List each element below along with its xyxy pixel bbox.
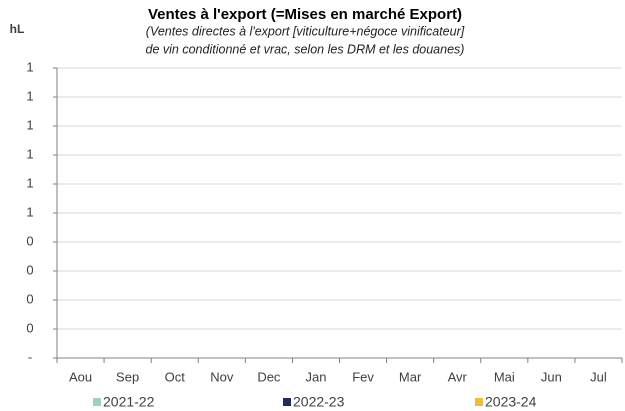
legend-swatch [93,398,101,406]
x-tick-label: Avr [448,369,468,384]
y-axis-label: hL [10,22,25,36]
y-tick-label: 0 [26,262,33,277]
y-tick-label: 1 [26,175,33,190]
chart-subtitle: (Ventes directes à l'export [viticulture… [146,24,465,38]
y-tick-label: 1 [26,204,33,219]
chart-title: Ventes à l'export (=Mises en marché Expo… [148,6,462,23]
legend-swatch [475,398,483,406]
x-tick-label: Mar [399,369,422,384]
x-tick-label: Jun [541,369,562,384]
y-tick-label: - [28,349,32,364]
x-tick-label: Dec [257,369,281,384]
legend-swatch [283,398,291,406]
x-tick-label: Jan [305,369,326,384]
y-tick-label: 1 [26,117,33,132]
y-tick-label: 0 [26,320,33,335]
legend-label: 2023-24 [485,394,537,410]
x-tick-label: Jul [590,369,607,384]
legend-label: 2021-22 [103,394,155,410]
x-tick-label: Fev [352,369,374,384]
legend-label: 2022-23 [293,394,345,410]
x-tick-label: Mai [494,369,515,384]
y-tick-label: 1 [26,146,33,161]
chart-subtitle: de vin conditionné et vrac, selon les DR… [146,42,465,56]
x-tick-label: Aou [69,369,92,384]
y-tick-label: 1 [26,88,33,103]
x-tick-label: Sep [116,369,139,384]
y-tick-label: 0 [26,233,33,248]
x-tick-label: Nov [210,369,234,384]
y-tick-label: 0 [26,291,33,306]
x-tick-label: Oct [165,369,186,384]
y-tick-label: 1 [26,59,33,74]
